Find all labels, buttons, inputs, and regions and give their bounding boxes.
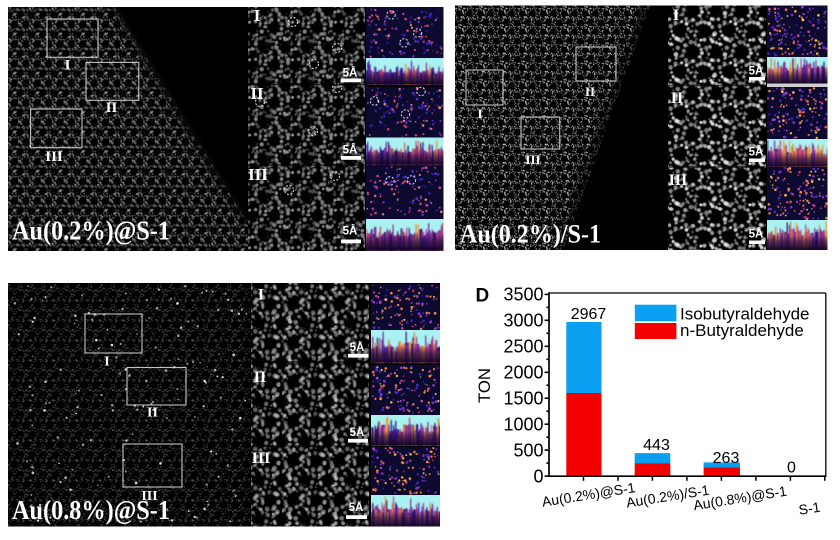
svg-text:2000: 2000 — [503, 363, 543, 383]
svg-text:TON: TON — [475, 368, 494, 403]
svg-text:2500: 2500 — [503, 337, 543, 357]
svg-text:5Å: 5Å — [749, 146, 764, 159]
svg-text:Au(0.8%)@S-1: Au(0.8%)@S-1 — [12, 495, 170, 525]
svg-text:III: III — [525, 152, 540, 167]
svg-text:II: II — [254, 369, 266, 386]
svg-text:443: 443 — [643, 437, 670, 454]
svg-text:I: I — [673, 7, 679, 24]
svg-text:5Å: 5Å — [343, 144, 358, 157]
svg-text:5Å: 5Å — [749, 228, 764, 241]
svg-text:Isobutyraldehyde: Isobutyraldehyde — [680, 304, 809, 323]
svg-text:0: 0 — [787, 459, 796, 476]
svg-text:3000: 3000 — [503, 311, 543, 331]
svg-text:III: III — [252, 450, 271, 467]
svg-text:II: II — [585, 84, 595, 99]
svg-text:II: II — [250, 84, 264, 103]
svg-text:S-1: S-1 — [797, 499, 821, 518]
svg-text:1000: 1000 — [503, 415, 543, 435]
svg-text:D: D — [476, 286, 490, 307]
svg-text:263: 263 — [713, 450, 740, 467]
svg-text:II: II — [147, 406, 158, 421]
svg-text:5Å: 5Å — [749, 65, 764, 78]
svg-text:III: III — [141, 489, 157, 504]
svg-text:I: I — [65, 58, 71, 74]
svg-text:III: III — [669, 172, 688, 189]
svg-text:I: I — [258, 287, 264, 304]
svg-text:I: I — [104, 355, 109, 370]
svg-text:II: II — [671, 90, 683, 107]
svg-text:n-Butyraldehyde: n-Butyraldehyde — [680, 321, 804, 340]
svg-text:500: 500 — [513, 440, 543, 460]
svg-text:Au(0.2%)@S-1: Au(0.2%)@S-1 — [541, 479, 637, 510]
svg-text:5Å: 5Å — [349, 501, 364, 514]
svg-text:0: 0 — [533, 466, 543, 486]
svg-text:III: III — [45, 149, 63, 165]
svg-text:III: III — [248, 165, 268, 184]
svg-text:I: I — [254, 6, 261, 25]
svg-text:Au(0.2%)@S-1: Au(0.2%)@S-1 — [12, 216, 170, 246]
svg-text:1500: 1500 — [503, 389, 543, 409]
svg-text:5Å: 5Å — [343, 67, 358, 80]
svg-text:5Å: 5Å — [350, 426, 365, 439]
svg-text:Au(0.2%)/S-1: Au(0.2%)/S-1 — [460, 220, 601, 249]
svg-text:II: II — [106, 100, 118, 116]
svg-text:2967: 2967 — [571, 306, 607, 323]
svg-text:I: I — [477, 106, 482, 121]
svg-text:5Å: 5Å — [343, 225, 358, 238]
svg-text:5Å: 5Å — [350, 341, 365, 354]
svg-text:3500: 3500 — [503, 285, 543, 305]
